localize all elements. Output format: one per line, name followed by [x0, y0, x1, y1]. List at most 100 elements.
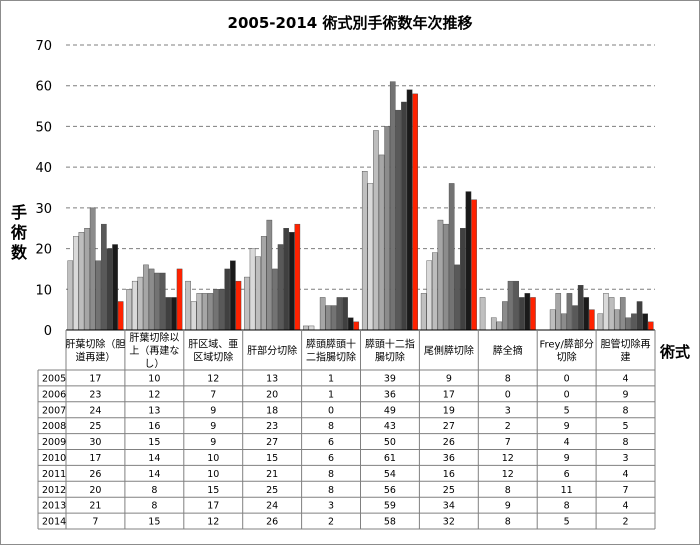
bar [67, 260, 74, 331]
data-value: 9 [505, 501, 511, 512]
data-value: 8 [151, 501, 157, 512]
y-tick-label: 0 [44, 324, 52, 339]
category-label: 肝区域、亜 [188, 338, 238, 351]
data-value: 14 [148, 469, 160, 480]
data-value: 14 [148, 453, 160, 464]
data-value: 8 [505, 485, 511, 496]
y-tick-label: 50 [35, 120, 52, 135]
bar [432, 252, 438, 331]
series-label: 2010 [42, 453, 66, 464]
data-value: 4 [623, 373, 629, 384]
bar [218, 289, 225, 331]
bar [159, 272, 166, 331]
data-value: 0 [505, 389, 511, 400]
bar [235, 280, 242, 331]
data-value: 50 [384, 437, 396, 448]
series-label: 2011 [42, 469, 66, 480]
data-value: 36 [443, 453, 455, 464]
bar [207, 293, 214, 331]
bar [361, 171, 368, 331]
data-value: 7 [623, 485, 629, 496]
data-value: 3 [328, 501, 334, 512]
category-label: 腸切除 [375, 351, 405, 364]
bar [95, 260, 102, 331]
bar [589, 309, 595, 331]
bar [471, 199, 477, 331]
data-value: 9 [623, 389, 629, 400]
category-label: 建 [621, 351, 631, 364]
bar [224, 268, 231, 331]
chart-title: 2005-2014 術式別手術数年次推移 [228, 14, 473, 32]
bar [384, 126, 390, 331]
category-label: 膵頭膵頭十 [306, 338, 356, 351]
data-value: 23 [266, 421, 278, 432]
data-value: 12 [207, 517, 219, 528]
bar [331, 305, 337, 331]
data-value: 8 [623, 405, 629, 416]
data-value: 26 [443, 437, 455, 448]
data-value: 21 [89, 501, 101, 512]
data-value: 18 [266, 405, 278, 416]
category-label: 尾側膵切除 [424, 344, 474, 357]
bar [117, 301, 124, 331]
bar [230, 260, 236, 331]
data-value: 54 [384, 469, 396, 480]
bar [513, 280, 519, 331]
bar [277, 244, 284, 331]
bar [367, 183, 374, 331]
data-value: 6 [328, 453, 334, 464]
category-label: 膵頭十二指 [365, 338, 415, 351]
data-value: 2 [328, 517, 334, 528]
bar [420, 293, 427, 331]
bar [647, 321, 654, 331]
data-value: 10 [207, 469, 219, 480]
data-value: 16 [148, 421, 160, 432]
data-value: 2 [505, 421, 511, 432]
data-value: 12 [502, 453, 514, 464]
bar [614, 309, 620, 331]
data-value: 17 [207, 501, 219, 512]
bar [165, 297, 172, 331]
data-value: 8 [328, 485, 334, 496]
data-value: 43 [384, 421, 396, 432]
series-label: 2014 [42, 517, 66, 528]
data-value: 49 [384, 405, 396, 416]
data-value: 12 [148, 389, 160, 400]
data-value: 27 [443, 421, 455, 432]
data-value: 20 [89, 485, 101, 496]
y-tick-label: 30 [35, 202, 52, 217]
data-value: 15 [148, 517, 160, 528]
bar [143, 264, 149, 331]
bar [325, 305, 332, 331]
bar [619, 297, 626, 331]
bar [319, 297, 326, 331]
data-value: 8 [151, 485, 157, 496]
data-value: 6 [328, 437, 334, 448]
data-value: 59 [384, 501, 396, 512]
bar [244, 276, 250, 331]
category-label: し） [144, 358, 164, 370]
bar [126, 289, 132, 331]
data-value: 2 [623, 517, 629, 528]
series-label: 2007 [42, 405, 66, 416]
data-value: 5 [564, 405, 570, 416]
category-label: 肝葉切除（胆 [65, 338, 125, 351]
bar [465, 191, 472, 331]
bar [213, 289, 219, 331]
data-value: 8 [328, 421, 334, 432]
data-value: 9 [564, 421, 570, 432]
bar [342, 297, 348, 331]
data-value: 19 [443, 405, 455, 416]
bar [112, 244, 118, 331]
bar [454, 264, 461, 331]
bar [202, 293, 208, 331]
bar [176, 268, 183, 331]
series-label: 2008 [42, 421, 66, 432]
bar [378, 154, 385, 331]
bar [460, 228, 466, 331]
data-value: 8 [505, 373, 511, 384]
bar [347, 317, 354, 331]
bar [507, 280, 514, 331]
bar [303, 325, 309, 331]
bar [78, 232, 85, 331]
